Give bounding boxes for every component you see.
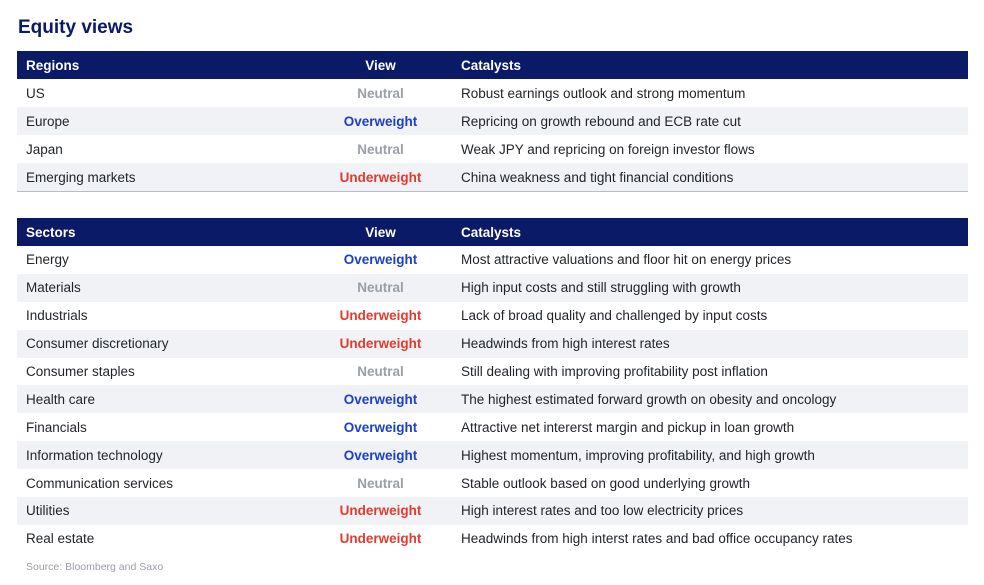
sectors-table: Sectors View Catalysts Energy Overweight M… (17, 218, 968, 553)
column-header-view: View (315, 218, 446, 246)
column-header-catalysts: Catalysts (446, 51, 968, 79)
row-name: Industrials (26, 308, 88, 324)
row-name: Energy (26, 252, 69, 268)
row-name: Materials (17, 273, 315, 302)
table-row: Japan Neutral Weak JPY and repricing on fo… (17, 135, 968, 163)
row-catalysts: Weak JPY and repricing on foreign invest… (461, 141, 755, 157)
row-catalysts: High interest rates and too low electric… (446, 497, 968, 525)
row-view: Overweight (343, 252, 418, 268)
table-row: Utilities Underweight High interest rates … (17, 497, 968, 525)
row-view: Overweight (343, 419, 418, 435)
row-catalysts: Stable outlook based on good underlying … (461, 475, 750, 491)
row-name: US (26, 85, 45, 101)
page-title: Equity views (18, 17, 134, 38)
row-view: Neutral (357, 141, 404, 157)
column-header-catalysts: Catalysts (446, 218, 968, 246)
row-view: Underweight (315, 163, 446, 192)
source-note: Source: Bloomberg and Saxo (26, 561, 164, 573)
row-view: Overweight (315, 385, 446, 414)
row-name: Consumer staples (26, 364, 135, 379)
column-header-regions: Regions (17, 51, 315, 79)
row-name: Information technology (17, 441, 315, 470)
table-header-row: Regions View Catalysts (17, 51, 968, 79)
table-row: US Neutral Robust earnings outlook and str… (17, 79, 968, 107)
row-view: Underweight (315, 329, 446, 358)
row-catalysts: Most attractive valuations and floor hit… (461, 252, 792, 268)
row-catalysts: Repricing on growth rebound and ECB rate… (446, 107, 968, 135)
table-row: Real estate Underweight Headwinds from hig… (17, 525, 968, 553)
table-row: Consumer staples Neutral Still dealing wit… (17, 358, 968, 386)
row-catalysts: Still dealing with improving profitabili… (461, 364, 768, 379)
row-view: Neutral (357, 364, 404, 379)
row-name: Japan (26, 141, 63, 157)
row-catalysts: The highest estimated forward growth on … (446, 385, 968, 414)
row-catalysts: Highest momentum, improving profitabilit… (446, 441, 968, 470)
row-view: Underweight (339, 308, 422, 324)
row-view: Neutral (357, 475, 404, 491)
row-name: Consumer discretionary (17, 329, 315, 358)
row-catalysts: Lack of broad quality and challenged by … (461, 308, 768, 324)
table-row: Materials Neutral High input costs and sti… (17, 273, 968, 302)
row-catalysts: Headwinds from high interst rates and ba… (461, 531, 853, 547)
row-catalysts: China weakness and tight financial condi… (446, 163, 968, 192)
row-view: Overweight (315, 441, 446, 470)
row-name: Health care (17, 385, 315, 414)
column-header-sectors: Sectors (17, 218, 315, 246)
table-row: Europe Overweight Repricing on growth rebo… (17, 107, 968, 135)
row-catalysts: High input costs and still struggling wi… (446, 273, 968, 302)
row-view: Underweight (339, 531, 422, 547)
table-row: Energy Overweight Most attractive valuatio… (17, 246, 968, 274)
table-row: Emerging markets Underweight China weaknes… (17, 163, 968, 192)
row-name: Utilities (17, 497, 315, 525)
table-row: Consumer discretionary Underweight Headwin… (17, 329, 968, 358)
row-name: Real estate (26, 531, 95, 547)
row-catalysts: Headwinds from high interest rates (446, 329, 968, 358)
row-view: Neutral (357, 85, 404, 101)
table-row: Industrials Underweight Lack of broad qual… (17, 302, 968, 330)
row-view: Underweight (315, 497, 446, 525)
table-row: Communication services Neutral Stable outl… (17, 469, 968, 497)
row-name: Emerging markets (17, 163, 315, 192)
regions-table: Regions View Catalysts US Neutral Robust e… (17, 51, 968, 192)
table-row: Health care Overweight The highest estimat… (17, 385, 968, 414)
row-view: Overweight (315, 107, 446, 135)
row-catalysts: Robust earnings outlook and strong momen… (461, 85, 746, 101)
row-name: Financials (26, 419, 87, 435)
table-row: Financials Overweight Attractive net inter… (17, 413, 968, 441)
row-name: Europe (17, 107, 315, 135)
column-header-view: View (315, 51, 446, 79)
row-name: Communication services (26, 475, 174, 491)
row-view: Neutral (315, 273, 446, 302)
table-row: Information technology Overweight Highest … (17, 441, 968, 470)
row-catalysts: Attractive net intererst margin and pick… (461, 419, 795, 435)
table-header-row: Sectors View Catalysts (17, 218, 968, 246)
